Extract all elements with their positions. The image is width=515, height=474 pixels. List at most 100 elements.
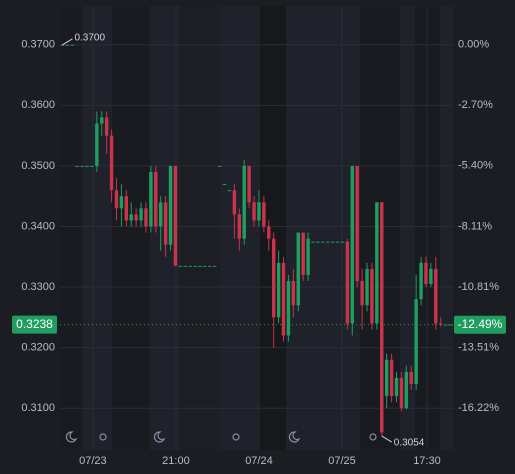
night-band <box>112 6 150 450</box>
night-band <box>180 6 220 450</box>
candle-body <box>242 165 246 239</box>
candle-body <box>286 281 291 336</box>
candle-body <box>409 371 413 384</box>
candle-body <box>232 190 237 215</box>
candle-body <box>149 171 153 227</box>
candle-body <box>370 268 374 324</box>
night-band <box>415 6 440 450</box>
candle-body <box>70 44 75 46</box>
x-tick-label: 07/25 <box>328 455 356 467</box>
candle-body <box>90 165 94 167</box>
candle-body <box>208 265 212 267</box>
candle-body <box>75 165 79 167</box>
candle-body <box>434 268 438 324</box>
night-band <box>60 6 82 450</box>
candle-body <box>340 241 345 243</box>
candle-body <box>188 265 192 267</box>
day-night-icons <box>65 431 377 443</box>
min-pointer <box>381 435 393 443</box>
candle-body <box>237 214 242 239</box>
max-pointer <box>62 38 73 46</box>
candle-body <box>85 165 89 167</box>
x-tick-label: 07/23 <box>79 455 107 467</box>
candle-body <box>139 208 143 221</box>
candle-body <box>394 377 399 397</box>
night-band <box>360 6 400 450</box>
candle-body <box>438 323 443 325</box>
candle-body <box>311 241 315 243</box>
y-tick-label: 0.3100 <box>21 402 55 414</box>
candle-body <box>355 165 359 282</box>
last-change-label: -12.49% <box>458 317 503 331</box>
candle-body <box>60 44 65 46</box>
candle-body <box>262 202 266 227</box>
candle-body <box>154 171 158 227</box>
candle-body <box>321 241 325 243</box>
y-tick-label: 0.3200 <box>21 342 55 354</box>
last-price-box <box>12 315 57 334</box>
min-label: 0.3054 <box>394 438 425 449</box>
candle-body <box>429 268 433 285</box>
candle-body <box>95 123 99 166</box>
candle-body <box>227 190 232 192</box>
candle-body <box>389 359 394 397</box>
candle-body <box>448 324 453 326</box>
candle-body <box>291 281 296 306</box>
candle-body <box>193 265 197 267</box>
candle-body <box>129 214 133 221</box>
candle-body <box>217 165 222 167</box>
candle-body <box>213 265 217 267</box>
y-tick-label: 0.3400 <box>21 220 55 232</box>
candle-body <box>173 165 178 266</box>
candle-body <box>158 202 163 227</box>
candle-body <box>222 184 227 186</box>
last-change-box <box>454 315 506 334</box>
candle-body <box>252 202 256 221</box>
y2-tick-label: -10.81% <box>458 281 499 293</box>
candle-body <box>80 165 84 167</box>
y2-tick-label: -2.70% <box>458 99 493 111</box>
y2-tick-label: 0.00% <box>458 39 489 51</box>
x-tick-label: 07/24 <box>245 455 273 467</box>
candle-body <box>414 299 418 384</box>
candle-body <box>443 324 448 326</box>
candle-body <box>100 117 104 124</box>
y2-tick-label: -13.51% <box>458 341 499 353</box>
candle-body <box>114 190 119 209</box>
candle-body <box>134 214 138 221</box>
candle-body <box>144 208 148 227</box>
night-band <box>258 6 286 450</box>
candle-body <box>360 281 364 306</box>
candle-body <box>301 232 305 275</box>
y-tick-label: 0.3700 <box>21 39 55 51</box>
candle-body <box>404 371 409 409</box>
candle-body <box>424 262 428 285</box>
y2-tick-label: -16.22% <box>458 402 499 414</box>
candle-body <box>247 165 251 203</box>
candle-body <box>183 265 187 267</box>
candle-body <box>380 202 384 433</box>
candle-body <box>257 202 261 221</box>
candle-body <box>296 232 300 306</box>
candle-body <box>316 241 320 243</box>
candle-body <box>276 262 281 318</box>
candle-body <box>109 135 114 191</box>
candle-body <box>384 359 389 397</box>
candle-body <box>267 226 271 239</box>
candle-body <box>163 202 168 245</box>
y2-tick-label: -5.40% <box>458 160 493 172</box>
candle-body <box>104 117 109 136</box>
candle-body <box>350 165 355 324</box>
candle-body <box>326 241 330 243</box>
candle-body <box>365 268 369 306</box>
candle-body <box>168 165 173 245</box>
candle-body <box>124 196 129 221</box>
candle-body <box>399 377 404 409</box>
last-price-label: 0.3238 <box>16 317 53 331</box>
candle-body <box>375 202 379 324</box>
candle-body <box>335 241 340 243</box>
candle-body <box>65 44 70 46</box>
y2-tick-label: -8.11% <box>458 220 492 232</box>
y-tick-label: 0.3600 <box>21 99 55 111</box>
